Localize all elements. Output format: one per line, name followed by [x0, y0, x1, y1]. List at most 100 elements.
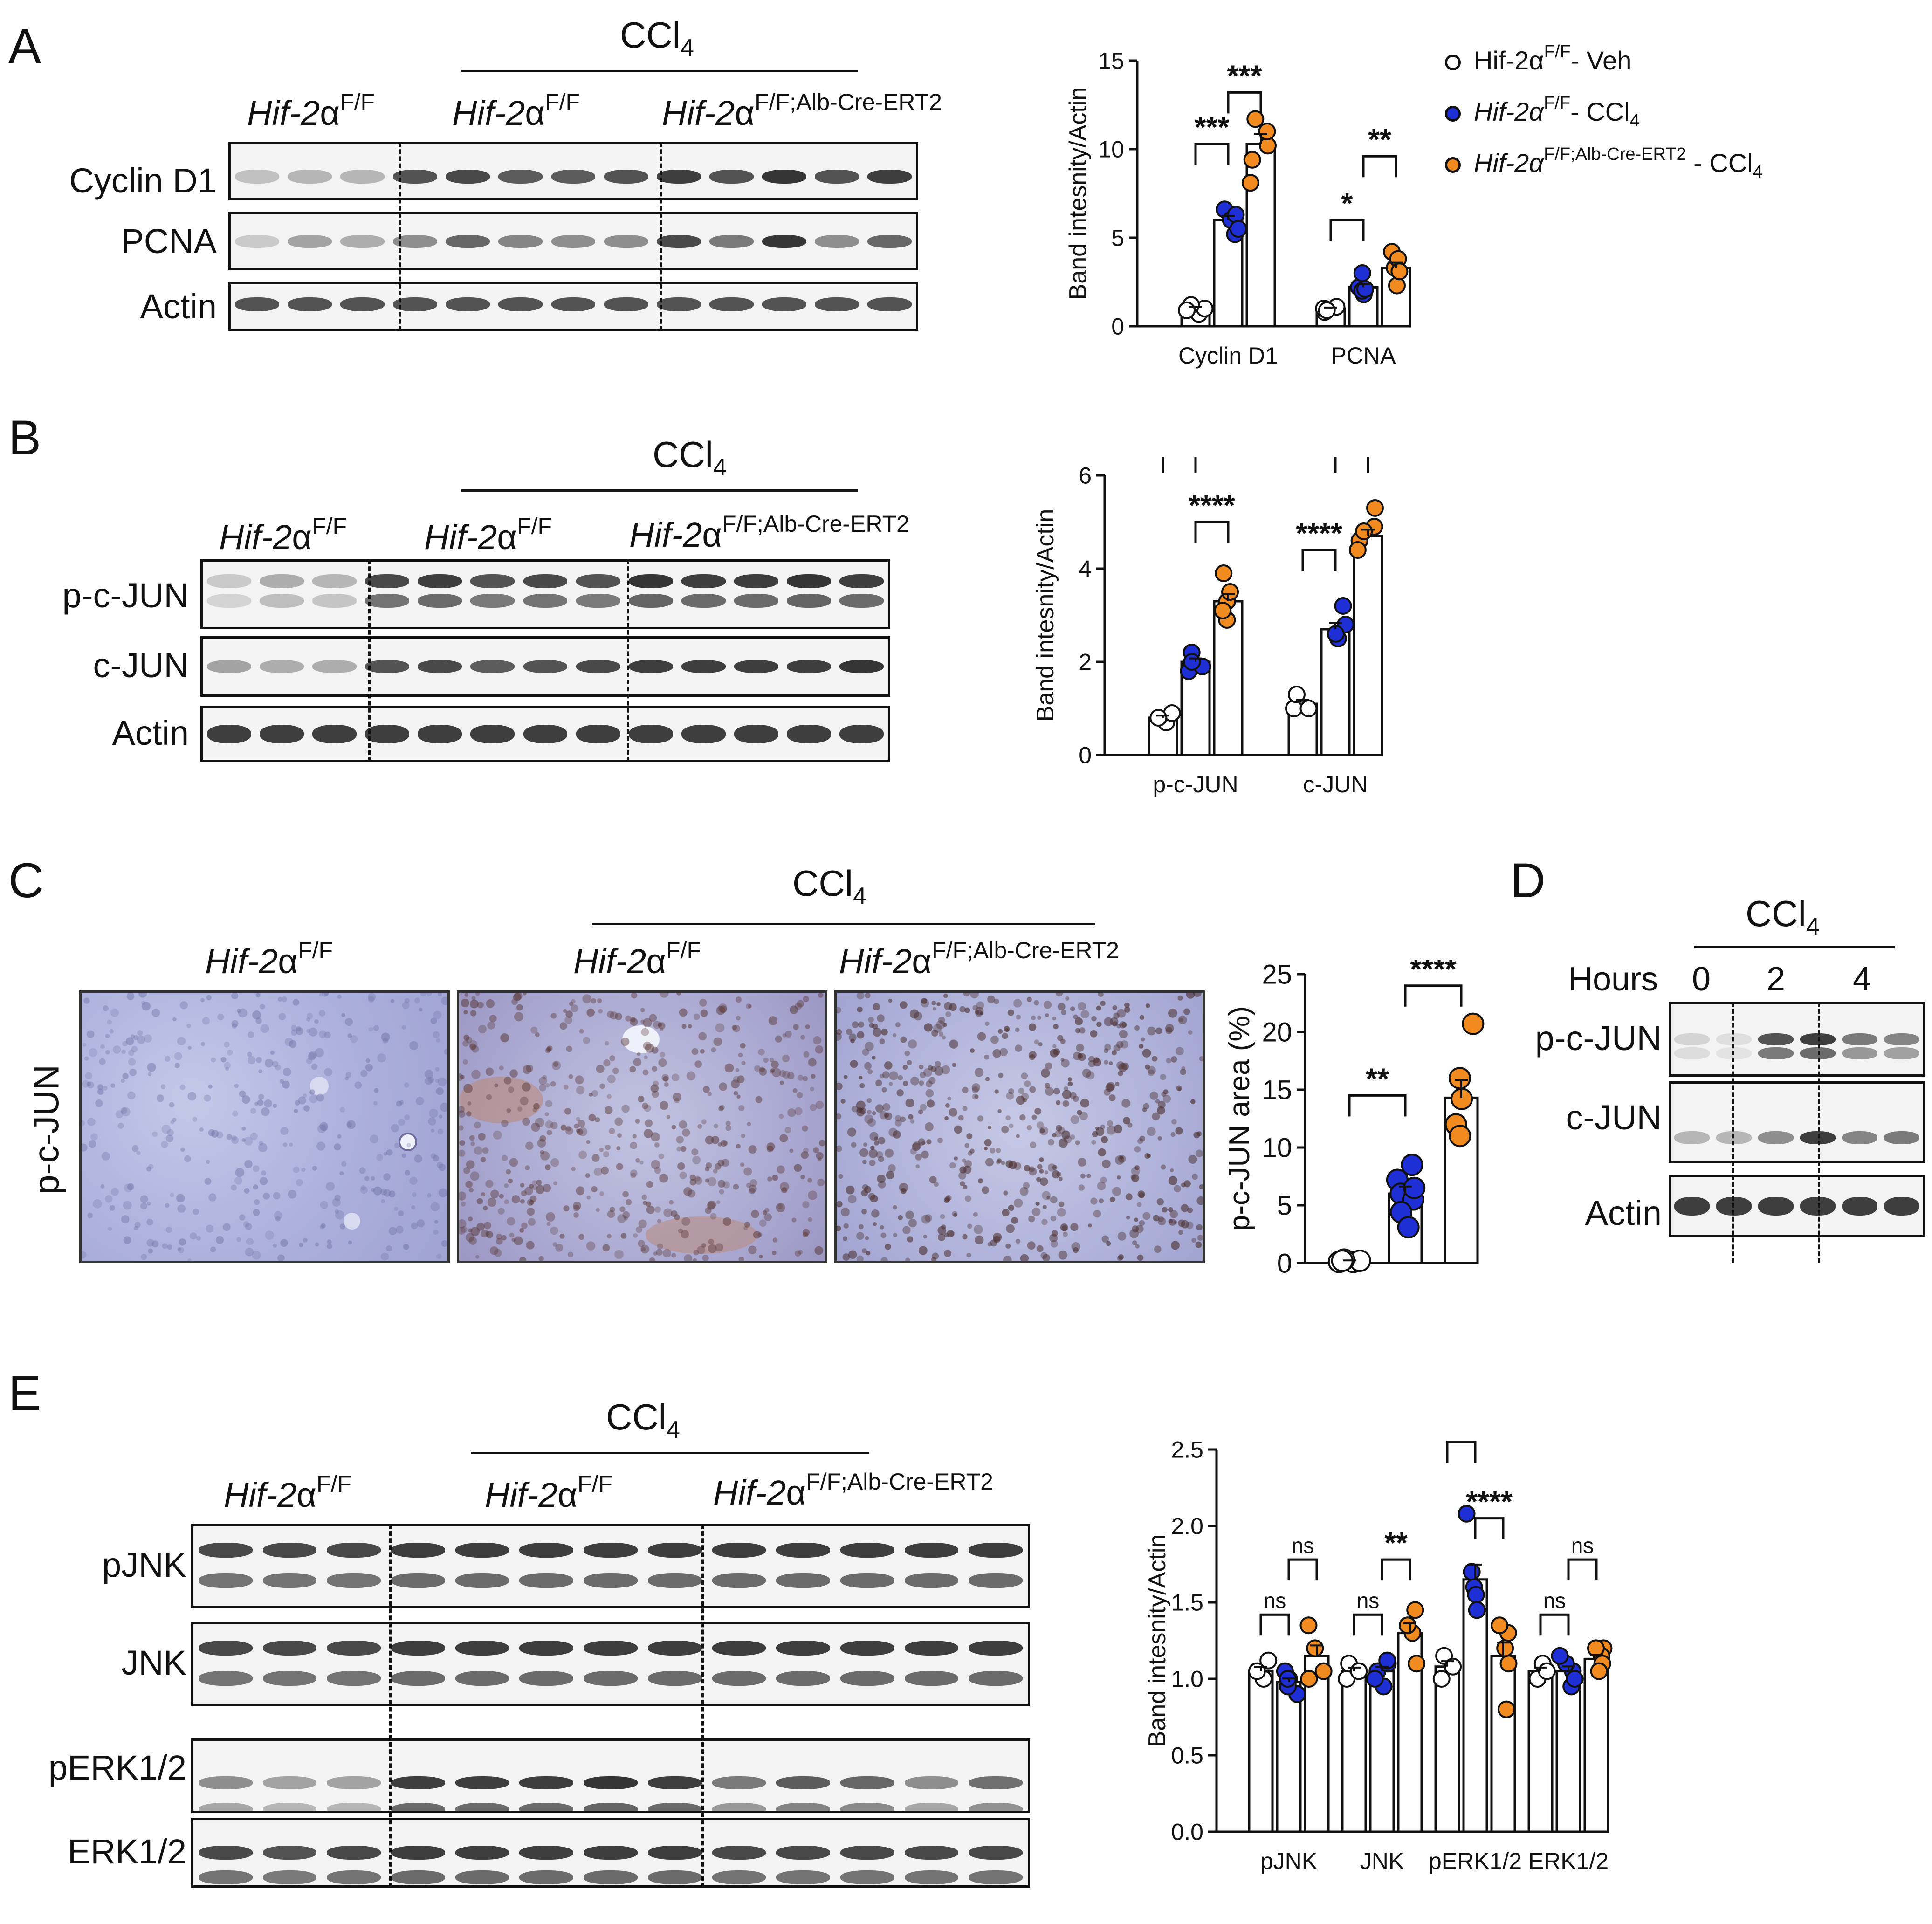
ihc-nucleus	[1124, 1006, 1130, 1013]
ihc-nucleus	[1170, 1168, 1174, 1172]
ihc-nucleus	[1057, 1208, 1066, 1217]
ihc-nucleus	[896, 1089, 904, 1097]
ihc-nucleus	[680, 1146, 687, 1152]
ihc-nucleus	[465, 1181, 473, 1188]
blot-band	[584, 1641, 638, 1656]
blot-band	[734, 594, 778, 608]
data-point	[1177, 301, 1196, 319]
ihc-nucleus	[1118, 1071, 1123, 1076]
ihc-nucleus	[1070, 1006, 1075, 1011]
ihc-nucleus	[1147, 1127, 1156, 1136]
ihc-nucleus	[803, 996, 809, 1002]
ihc-nucleus	[1123, 1117, 1131, 1125]
ihc-nucleus	[889, 1082, 893, 1086]
ihc-nucleus	[1118, 1155, 1126, 1163]
ihc-nucleus	[1174, 1185, 1181, 1193]
x-tick-label: p-c-JUN	[1153, 771, 1238, 797]
ihc-nucleus	[779, 1080, 784, 1085]
ihc-nucleus	[245, 1223, 252, 1230]
ihc-nucleus	[1106, 1082, 1115, 1091]
ihc-nucleus	[1041, 1068, 1050, 1078]
ihc-nucleus	[660, 1101, 669, 1110]
bar	[1434, 1665, 1460, 1833]
ihc-nucleus	[1052, 1044, 1057, 1048]
ihc-nucleus	[206, 995, 212, 1001]
ihc-nucleus	[779, 1114, 784, 1119]
ihc-nucleus	[1036, 1245, 1044, 1252]
ihc-nucleus	[462, 1059, 468, 1065]
ihc-nucleus	[693, 1250, 699, 1256]
ihc-nucleus	[898, 1075, 903, 1081]
ihc-nucleus	[573, 1212, 579, 1218]
ihc-nucleus	[595, 1117, 600, 1123]
ihc-nucleus	[107, 1019, 112, 1025]
ihc-nucleus	[1169, 1218, 1176, 1226]
ihc-nucleus	[713, 1168, 718, 1174]
significance-bracket	[1162, 457, 1197, 473]
ihc-nucleus	[1112, 1005, 1117, 1010]
ihc-nucleus	[436, 1254, 442, 1259]
blot-band	[712, 1776, 766, 1789]
significance-label: ns	[1292, 1533, 1314, 1558]
ihc-nucleus	[603, 1059, 611, 1067]
ihc-nucleus	[878, 1137, 886, 1145]
significance-bracket	[1227, 91, 1262, 114]
blot-band	[839, 574, 884, 588]
data-point	[1355, 522, 1373, 540]
ihc-nucleus	[319, 1010, 326, 1017]
ihc-nucleus	[85, 1072, 92, 1079]
ihc-nucleus	[607, 1210, 615, 1218]
ihc-nucleus	[781, 1187, 787, 1193]
ihc-nucleus	[803, 1051, 810, 1058]
panel-a-group-2: Hif-2αF/F	[452, 89, 580, 132]
bar	[1369, 1670, 1395, 1833]
ihc-nucleus	[682, 1128, 690, 1137]
ihc-nucleus	[963, 1185, 968, 1189]
ihc-nucleus	[863, 1142, 868, 1147]
ihc-nucleus	[641, 1247, 646, 1252]
ihc-nucleus	[232, 1023, 237, 1029]
ihc-nucleus	[748, 1004, 752, 1008]
ihc-nucleus	[1116, 1024, 1121, 1029]
ihc-nucleus	[717, 1180, 726, 1188]
ihc-nucleus	[978, 1178, 983, 1184]
ihc-nucleus	[861, 1209, 867, 1215]
ihc-nucleus	[599, 1191, 605, 1196]
ihc-nucleus	[371, 1176, 375, 1181]
blot-band	[207, 574, 252, 588]
blot-band	[762, 297, 806, 311]
panel-c-side-label: p-c-JUN	[27, 1065, 67, 1195]
ihc-nucleus	[254, 1199, 260, 1205]
ihc-nucleus	[794, 1164, 802, 1172]
ihc-nucleus	[1112, 1021, 1118, 1027]
blot-band	[519, 1573, 574, 1588]
ihc-nucleus	[1093, 1210, 1101, 1218]
ihc-nucleus	[620, 1233, 627, 1239]
ihc-nucleus	[469, 1043, 476, 1050]
ihc-nucleus	[376, 1154, 383, 1161]
data-point	[1241, 174, 1259, 192]
ihc-nucleus	[506, 1169, 511, 1175]
ihc-nucleus	[431, 1128, 435, 1133]
ihc-nucleus	[277, 1254, 285, 1261]
ihc-nucleus	[360, 1186, 368, 1194]
ihc-nucleus	[279, 1079, 284, 1084]
ihc-nucleus	[815, 1045, 824, 1054]
ihc-nucleus	[1134, 1146, 1141, 1153]
ihc-nucleus	[109, 1029, 114, 1034]
data-point	[1353, 264, 1371, 282]
ihc-nucleus	[569, 1002, 574, 1006]
ihc-nucleus	[1179, 1017, 1183, 1023]
panel-d-hour-2: 2	[1767, 961, 1786, 998]
ihc-nucleus	[565, 1127, 573, 1135]
ihc-nucleus	[859, 1224, 864, 1230]
significance-label: ***	[1227, 59, 1262, 92]
ihc-nucleus	[1132, 1240, 1137, 1245]
ihc-nucleus	[350, 1035, 358, 1043]
panel-e-group-3: Hif-2αF/F;Alb-Cre-ERT2	[713, 1469, 993, 1512]
ihc-nucleus	[478, 1133, 486, 1141]
blot-band	[498, 170, 543, 184]
ihc-nucleus	[396, 1100, 402, 1107]
ihc-nucleus	[601, 1166, 609, 1175]
blot-band	[969, 1870, 1023, 1885]
